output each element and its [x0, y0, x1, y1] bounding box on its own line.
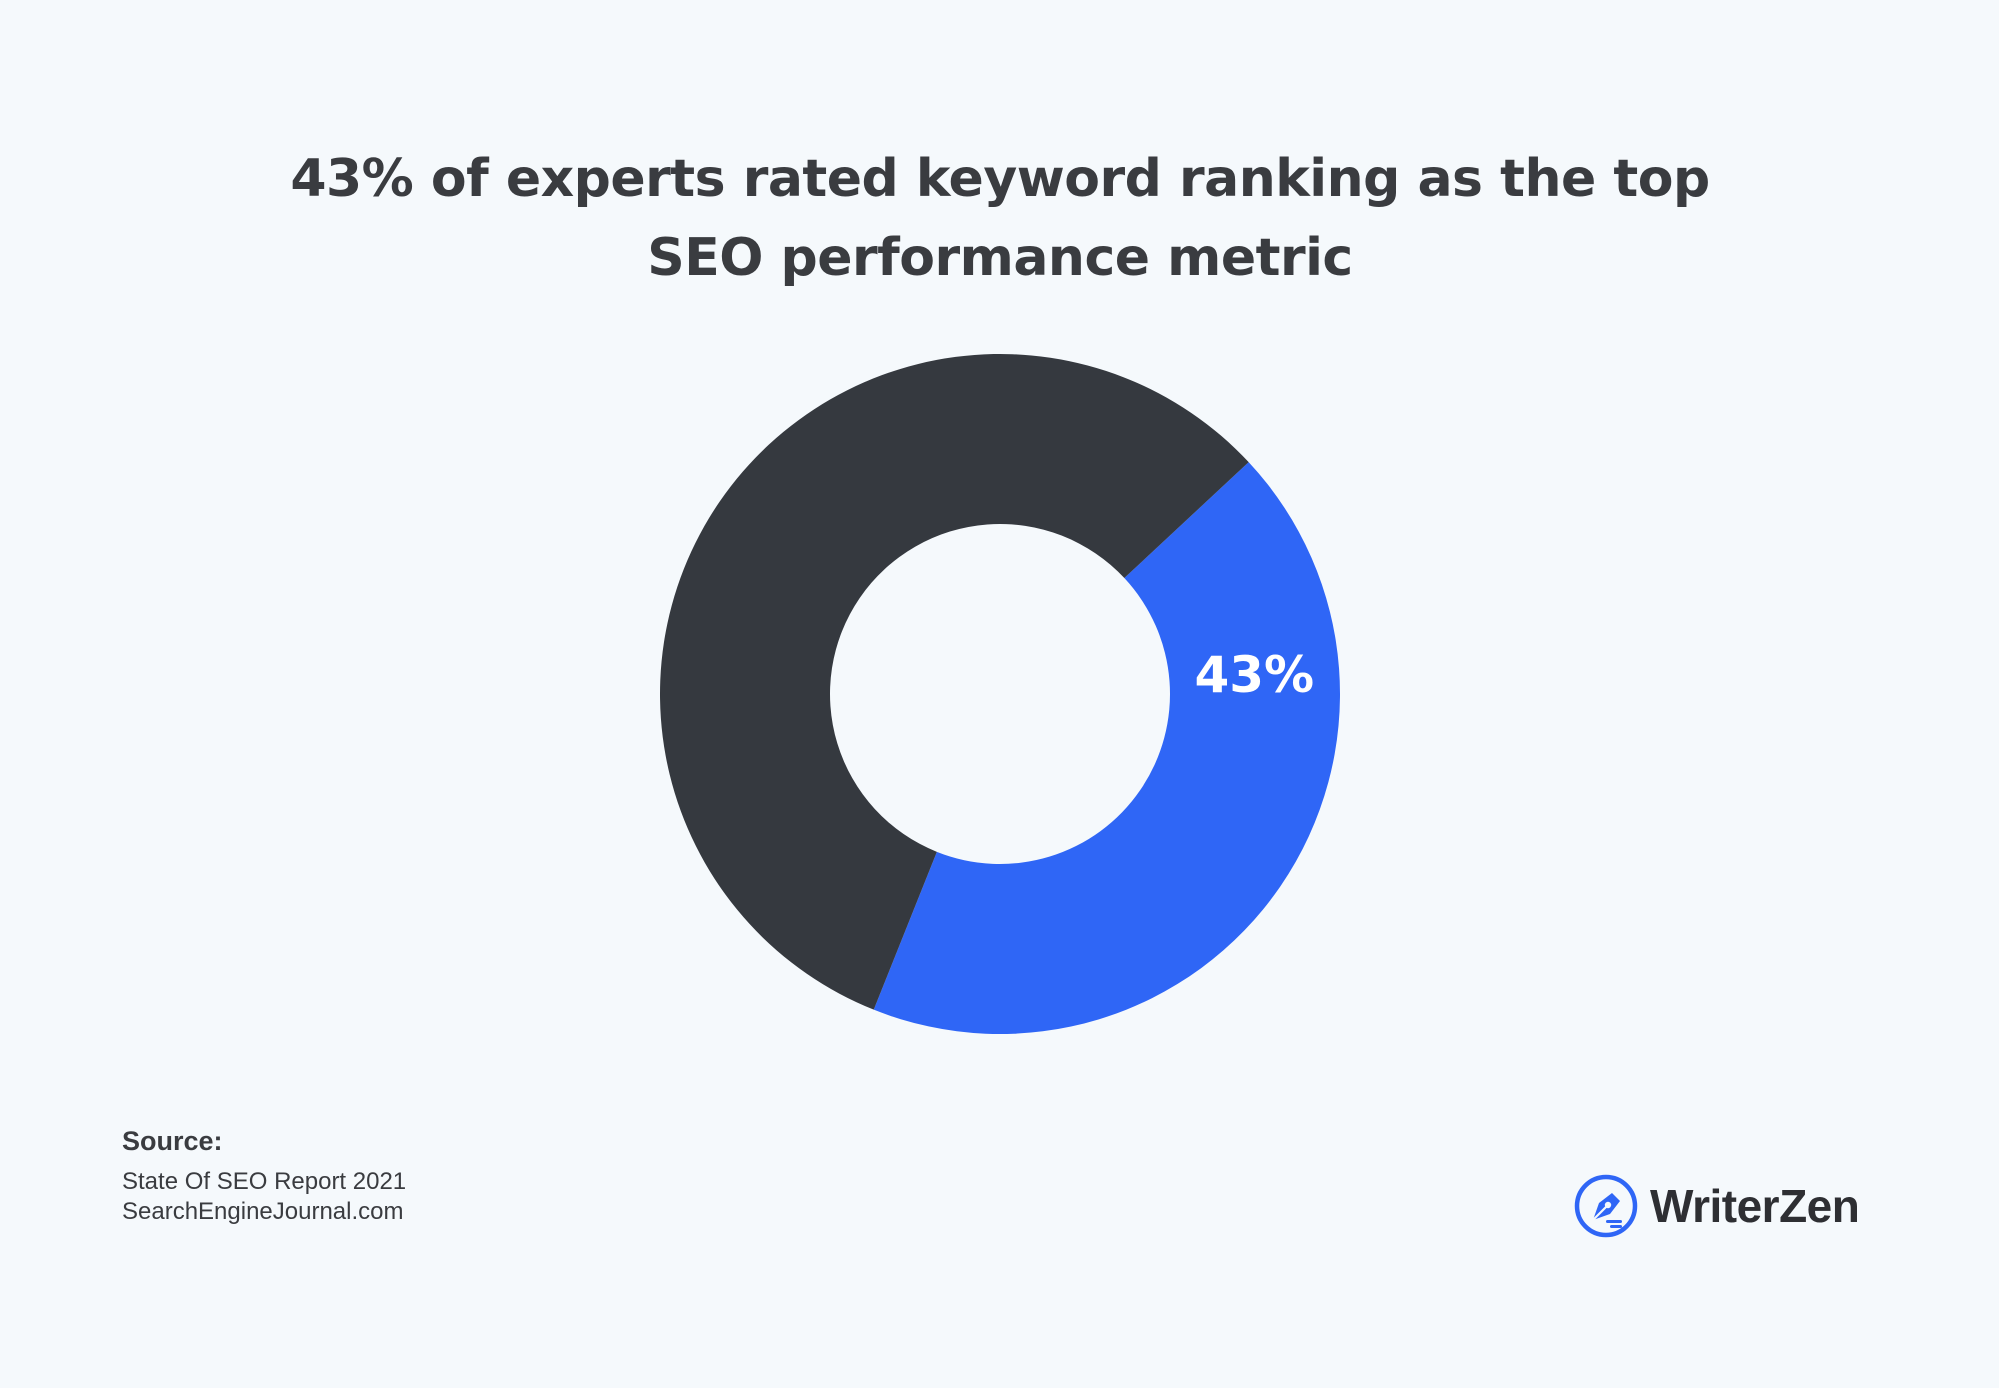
source-heading: Source:: [122, 1126, 223, 1156]
donut-slice-1: [660, 354, 1249, 1010]
slice-label-0: 43%: [1194, 646, 1314, 704]
brand-logo: WriterZen: [1572, 1172, 1860, 1240]
donut-slice-0: [873, 462, 1341, 1034]
chart-title: 43% of experts rated keyword ranking as …: [290, 149, 1710, 288]
pen-nib-icon: [1574, 1174, 1638, 1238]
source-website: SearchEngineJournal.com: [122, 1198, 404, 1225]
brand-name: WriterZen: [1650, 1180, 1860, 1232]
source-note: Source: State Of SEO Report 2021 SearchE…: [122, 1124, 406, 1227]
source-report: State Of SEO Report 2021: [122, 1168, 407, 1195]
